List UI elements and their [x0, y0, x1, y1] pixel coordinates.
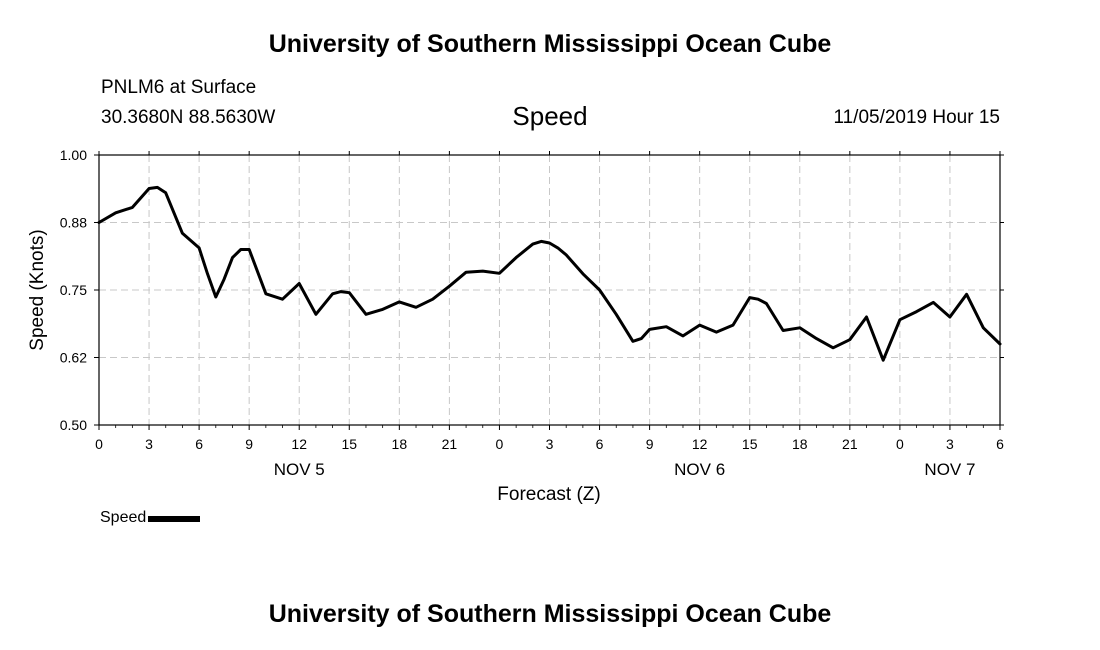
x-tick-label: 15: [742, 436, 758, 452]
forecast-datetime: 11/05/2019 Hour 15: [833, 107, 1000, 128]
x-tick-label: 0: [95, 436, 103, 452]
y-tick-label: 1.00: [60, 147, 87, 163]
series-line-speed: [97, 185, 1002, 362]
x-tick-label: 15: [341, 436, 357, 452]
axis-ticks: [94, 151, 1004, 430]
footer-title: University of Southern Mississippi Ocean…: [268, 600, 832, 628]
x-tick-label: 6: [996, 436, 1004, 452]
x-tick-label: 0: [896, 436, 904, 452]
x-tick-label: 18: [792, 436, 808, 452]
x-tick-label: 21: [842, 436, 858, 452]
station-label: PNLM6 at Surface: [101, 77, 257, 98]
x-tick-label: 18: [392, 436, 408, 452]
grid-lines: [99, 155, 1000, 425]
x-tick-label: 9: [245, 436, 253, 452]
x-tick-label: 21: [442, 436, 458, 452]
variable-title: Speed: [512, 101, 588, 131]
x-axis-label: Forecast (Z): [497, 484, 600, 505]
day-label: NOV 6: [674, 460, 725, 479]
y-tick-label: 0.75: [60, 282, 87, 298]
x-tick-label: 3: [946, 436, 954, 452]
x-tick-label: 3: [145, 436, 153, 452]
x-tick-label: 12: [291, 436, 307, 452]
legend-swatch: [148, 516, 201, 522]
tick-labels: 0 3 6 9 12 15 18 21 0 3 6 9 12 15 18 21 0 3 6 NOV 5 NOV 6 NOV…: [60, 147, 1004, 479]
x-tick-label: 6: [596, 436, 604, 452]
x-tick-label: 12: [692, 436, 708, 452]
legend: Speed: [100, 509, 201, 527]
x-tick-label: 0: [496, 436, 504, 452]
day-label: NOV 5: [274, 460, 325, 479]
y-tick-label: 0.62: [60, 350, 87, 366]
x-tick-label: 9: [646, 436, 654, 452]
legend-label: Speed: [100, 509, 147, 526]
plot-frame: [98, 154, 1001, 426]
x-tick-label: 6: [195, 436, 203, 452]
series-layer: [97, 185, 1002, 362]
day-label: NOV 7: [924, 460, 975, 479]
x-tick-label: 3: [546, 436, 554, 452]
chart-title: University of Southern Mississippi Ocean…: [268, 30, 832, 58]
y-tick-label: 0.88: [60, 215, 87, 231]
y-axis-label: Speed (Knots): [27, 229, 48, 350]
y-tick-label: 0.50: [60, 417, 87, 433]
coordinates-label: 30.3680N 88.5630W: [101, 107, 276, 128]
